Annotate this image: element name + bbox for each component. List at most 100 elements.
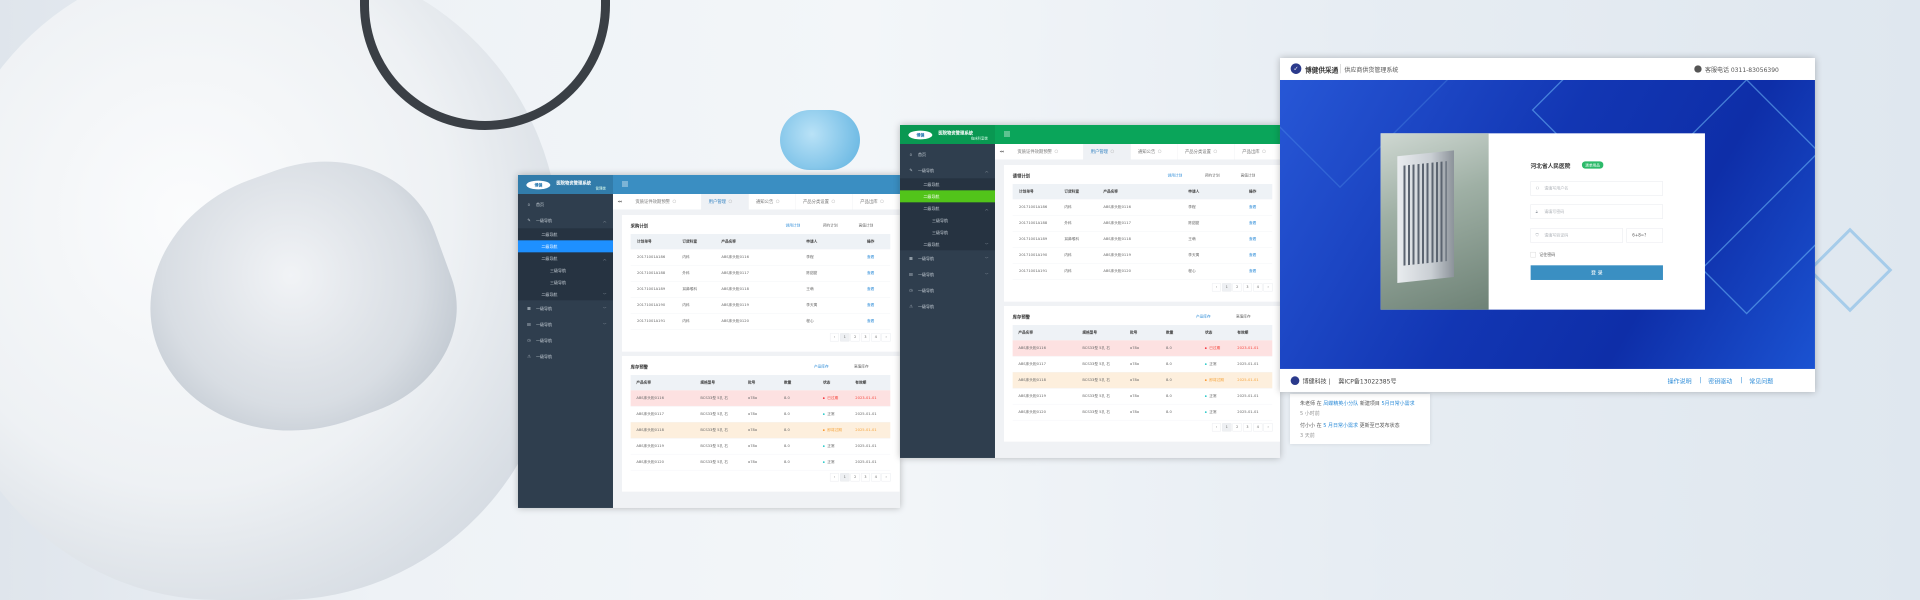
tab-1[interactable]: 资质证件效期预警 (1010, 143, 1084, 160)
sidebar-item[interactable]: ✎ 一级导航 ︿ (518, 212, 613, 228)
view-link[interactable]: 查看 (1248, 236, 1257, 241)
tab-close-icon[interactable] (1157, 149, 1162, 153)
sidebar-item[interactable]: 二级导航 ︿ (518, 252, 613, 264)
page-button[interactable]: 3 (1242, 423, 1252, 432)
tab-2[interactable]: 用户管理 (701, 193, 749, 210)
table-row[interactable]: 20171001A188 外科 ABS床头柜0117 陈甜甜 查看 (1012, 215, 1273, 232)
page-button[interactable]: 4 (1253, 283, 1263, 292)
stock-filter-link[interactable]: 产品库存 (813, 363, 829, 369)
tab-5[interactable]: 产品出库 (853, 194, 900, 210)
sidebar-item[interactable]: ◷ 一级导航 (900, 282, 995, 298)
page-button[interactable]: › (881, 473, 891, 482)
sidebar-item[interactable]: 二级导航 (518, 228, 613, 240)
activity-group-link[interactable]: 凤蝶精英小分队 (1323, 401, 1359, 407)
table-row[interactable]: ABS床头柜0117 BCS33型 5孔 右 o78o 8.0 正常 2025-01-01 (1012, 356, 1273, 373)
plan-filter-link[interactable]: 领用计划 (785, 222, 801, 228)
page-button[interactable]: 2 (850, 333, 860, 342)
table-row[interactable]: ABS床头柜0116 BCS33型 5孔 右 o78o 8.0 已过期 2023-01-0… (630, 390, 891, 407)
table-row[interactable]: ABS床头柜0118 BCS33型 5孔 右 o78o 8.0 即将过期 2025-01-… (1012, 372, 1273, 389)
page-button[interactable]: 4 (1253, 423, 1263, 432)
tab-2[interactable]: 用户管理 (1083, 143, 1131, 160)
page-button[interactable]: 1 (1222, 423, 1232, 432)
activity-group-link[interactable]: 5 月日常小需求 (1323, 423, 1358, 429)
collapse-tabs-icon[interactable]: ◂◂ (617, 198, 622, 204)
view-link[interactable]: 查看 (1248, 252, 1257, 257)
remember-checkbox[interactable] (1530, 251, 1536, 258)
table-row[interactable]: ABS床头柜0118 BCS33型 5孔 右 o78o 8.0 即将过期 2025-01-… (630, 422, 891, 439)
view-link[interactable]: 查看 (866, 318, 875, 323)
page-button[interactable]: 1 (1222, 283, 1232, 292)
page-button[interactable]: 1 (840, 473, 850, 482)
page-button[interactable]: 4 (871, 473, 881, 482)
view-link[interactable]: 查看 (1248, 268, 1257, 273)
footer-link-driver[interactable]: 密钥驱动 (1708, 377, 1733, 385)
captcha-code[interactable]: 6+8=? (1626, 228, 1663, 243)
sidebar-item[interactable]: 三级导航 (518, 276, 613, 288)
table-row[interactable]: 20171001A188 外科 ABS床头柜0117 陈甜甜 查看 (630, 265, 891, 282)
table-row[interactable]: 20171001A190 内科 ABS床头柜0119 李天寓 查看 (630, 297, 891, 314)
sidebar-item[interactable]: 三级导航 (900, 214, 995, 226)
tab-close-icon[interactable] (775, 199, 780, 203)
page-button[interactable]: ‹ (829, 473, 839, 482)
captcha-input[interactable]: ⛉ 请填写验证码 (1530, 228, 1623, 243)
plan-filter-link[interactable]: 领用计划 (1167, 172, 1183, 178)
login-button[interactable]: 登 录 (1530, 265, 1663, 280)
tab-3[interactable]: 通知公告 (749, 193, 796, 210)
sidebar-item[interactable]: ▤ 一级导航 ﹀ (518, 316, 613, 332)
sidebar-item[interactable]: ⚠ 一级导航 (900, 298, 995, 314)
collapse-tabs-icon[interactable]: ◂◂ (999, 148, 1004, 154)
table-row[interactable]: ABS床头柜0116 BCS33型 5孔 右 o78o 8.0 已过期 2023-01-0… (1012, 340, 1273, 357)
tab-4[interactable]: 产品分类设置 (796, 193, 853, 210)
sidebar-item[interactable]: 二级导航 ﹀ (900, 238, 995, 250)
page-button[interactable]: 4 (871, 333, 881, 342)
password-input[interactable]: 🔒︎ 请填写密码 (1530, 204, 1663, 219)
plan-filter-link[interactable]: 预约计划 (1204, 172, 1220, 178)
stock-filter-link[interactable]: 高值库存 (1235, 313, 1251, 319)
view-link[interactable]: 查看 (866, 286, 875, 291)
page-button[interactable]: 3 (1242, 283, 1252, 292)
view-link[interactable]: 查看 (866, 270, 875, 275)
table-row[interactable]: ABS床头柜0119 BCS33型 5孔 右 o78o 8.0 正常 2025-01-01 (1012, 388, 1273, 405)
sidebar-item[interactable]: ⚠ 一级导航 (518, 348, 613, 364)
table-row[interactable]: 20171001A190 内科 ABS床头柜0119 李天寓 查看 (1012, 247, 1273, 264)
sidebar-item[interactable]: 二级导航 ﹀ (518, 288, 613, 300)
page-button[interactable]: 1 (840, 333, 850, 342)
plan-filter-link[interactable]: 预约计划 (822, 222, 838, 228)
sidebar-item[interactable]: ▦ 一级导航 ﹀ (518, 300, 613, 316)
sidebar-item[interactable]: 二级导航 (518, 240, 613, 253)
tab-3[interactable]: 通知公告 (1131, 143, 1178, 160)
table-row[interactable]: 20171001A191 内科 ABS床头柜0120 程心 查看 (1012, 263, 1273, 280)
table-row[interactable]: 20171001A189 耳鼻喉科 ABS床头柜0118 王萌 查看 (630, 281, 891, 298)
tab-close-icon[interactable] (880, 199, 884, 203)
page-button[interactable]: 3 (860, 473, 870, 482)
view-link[interactable]: 查看 (1248, 204, 1257, 209)
footer-link-faq[interactable]: 常见问题 (1749, 377, 1774, 385)
view-link[interactable]: 查看 (866, 302, 875, 307)
menu-toggle-icon[interactable] (1003, 131, 1010, 137)
sidebar-item[interactable]: 二级导航 (900, 178, 995, 190)
tab-5[interactable]: 产品出库 (1235, 144, 1280, 160)
plan-filter-link[interactable]: 高值计划 (858, 222, 874, 228)
tab-close-icon[interactable] (1262, 149, 1266, 153)
tab-4[interactable]: 产品分类设置 (1178, 143, 1235, 160)
table-row[interactable]: 20171001A186 内科 ABS床头柜0116 李程 查看 (1012, 199, 1273, 216)
tab-close-icon[interactable] (672, 199, 676, 203)
sidebar-item[interactable]: ⌂ 首页 (900, 146, 995, 162)
page-button[interactable]: › (1263, 423, 1273, 432)
tab-close-icon[interactable] (1110, 149, 1114, 153)
view-link[interactable]: 查看 (1248, 220, 1257, 225)
table-row[interactable]: 20171001A186 内科 ABS床头柜0116 李程 查看 (630, 249, 891, 266)
page-button[interactable]: 2 (1232, 283, 1242, 292)
username-input[interactable]: ⚇ 请填写用户名 (1530, 181, 1663, 196)
menu-toggle-icon[interactable] (621, 181, 628, 187)
sidebar-item[interactable]: 三级导航 (518, 264, 613, 276)
page-button[interactable]: ‹ (829, 333, 839, 342)
stock-filter-link[interactable]: 产品库存 (1195, 313, 1211, 319)
stock-filter-link[interactable]: 高值库存 (853, 363, 869, 369)
page-button[interactable]: › (1263, 283, 1273, 292)
table-row[interactable]: ABS床头柜0117 BCS33型 5孔 右 o78o 8.0 正常 2025-01-01 (630, 406, 891, 423)
view-link[interactable]: 查看 (866, 254, 875, 259)
table-row[interactable]: ABS床头柜0120 BCS33型 5孔 右 o78o 8.0 正常 2025-01-01 (630, 454, 891, 471)
page-button[interactable]: ‹ (1211, 283, 1221, 292)
sidebar-item[interactable]: ◷ 一级导航 (518, 332, 613, 348)
